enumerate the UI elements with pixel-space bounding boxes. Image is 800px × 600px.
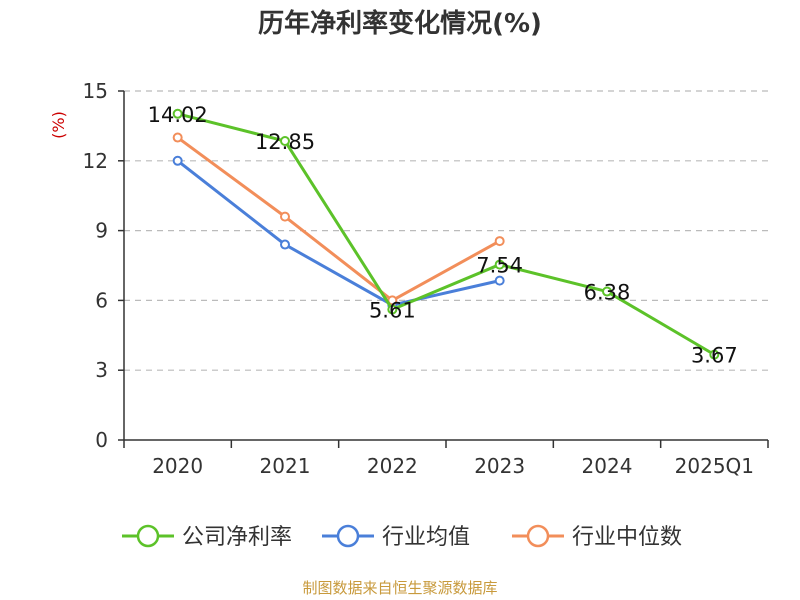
y-tick-label: 12 [83, 149, 108, 173]
y-tick-label: 3 [95, 358, 108, 382]
data-point[interactable] [602, 286, 612, 297]
data-point[interactable] [494, 236, 505, 247]
x-tick-label: 2022 [367, 454, 418, 478]
y-axis-unit-label: (%) [49, 111, 68, 139]
x-tick-label: 2024 [582, 454, 633, 478]
data-point[interactable] [494, 275, 505, 286]
legend-marker [136, 524, 160, 548]
series-line [177, 112, 716, 356]
legend-marker [526, 524, 550, 548]
y-tick-label: 9 [95, 219, 108, 243]
data-point[interactable] [280, 211, 290, 222]
data-point[interactable] [709, 349, 720, 360]
data-point[interactable] [172, 108, 183, 119]
data-label: 12.85 [255, 130, 315, 154]
grid-lines [124, 90, 768, 371]
data-point[interactable] [172, 132, 183, 143]
data-point[interactable] [387, 295, 398, 306]
data-label: 7.54 [476, 254, 523, 278]
series-line [176, 136, 501, 302]
legend-marker [336, 524, 360, 548]
chart-title: 历年净利率变化情况(%) [258, 8, 542, 39]
y-tick-label: 6 [95, 288, 108, 312]
data-label: 6.38 [584, 281, 631, 305]
data-labels: 14.02 12.85 5.61 7.54 6.38 3.67 [148, 103, 738, 368]
legend-label: 公司净利率 [182, 525, 292, 550]
data-point[interactable] [387, 304, 398, 315]
x-tick-label: 2025Q1 [675, 454, 754, 478]
x-tick-label: 2021 [260, 454, 311, 478]
data-label: 5.61 [369, 298, 416, 322]
legend-item[interactable]: 行业中位数 [512, 524, 682, 550]
series-line [176, 159, 500, 307]
series-0 [172, 108, 720, 360]
data-point[interactable] [172, 155, 183, 166]
data-point[interactable] [280, 136, 290, 147]
x-tick-label: 2023 [474, 454, 525, 478]
axes: 0 3 6 9 12 15 2020 2021 2022 2023 2024 2025Q1 [83, 79, 769, 478]
y-tick-label: 0 [95, 428, 108, 452]
data-point[interactable] [280, 239, 290, 250]
series-2 [172, 132, 505, 306]
legend-label: 行业中位数 [572, 525, 682, 550]
y-tick-label: 15 [83, 79, 108, 103]
data-label: 3.67 [691, 344, 738, 368]
legend-item[interactable]: 行业均值 [322, 524, 470, 550]
x-tick-label: 2020 [152, 454, 203, 478]
series-1 [172, 155, 505, 311]
legend-item[interactable]: 公司净利率 [122, 524, 292, 550]
data-label: 14.02 [148, 103, 208, 127]
series-lines [172, 108, 720, 360]
source-note: 制图数据来自恒生聚源数据库 [302, 579, 497, 597]
legend-label: 行业均值 [382, 525, 470, 550]
legend[interactable]: 公司净利率 行业均值 行业中位数 [122, 524, 682, 550]
data-point[interactable] [494, 259, 505, 270]
